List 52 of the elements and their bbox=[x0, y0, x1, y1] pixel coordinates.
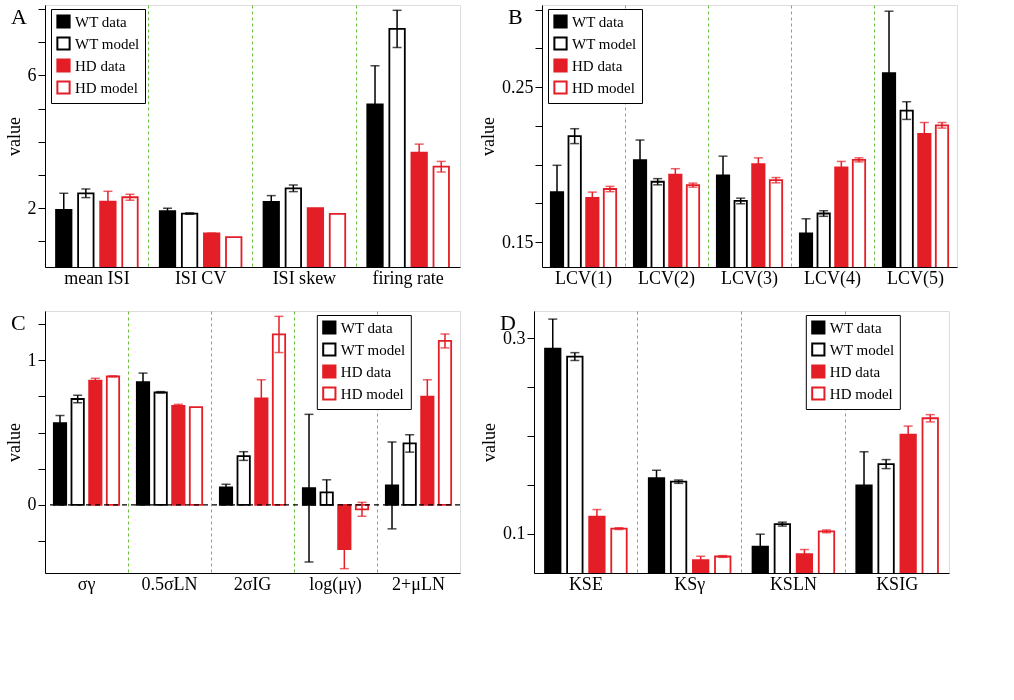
x-tick-label: LCV(5) bbox=[887, 267, 944, 289]
legend-label: WT data bbox=[340, 319, 393, 336]
x-tick-label: KSγ bbox=[674, 573, 706, 594]
legend-label: HD data bbox=[340, 363, 392, 380]
x-tick-label: KSE bbox=[568, 573, 603, 594]
x-tick-label: LCV(2) bbox=[638, 267, 695, 289]
x-tick-label: ISI skew bbox=[272, 267, 337, 288]
legend-label: WT data bbox=[75, 13, 128, 30]
y-tick-label: 0.25 bbox=[502, 76, 534, 97]
x-tick-label: LCV(3) bbox=[721, 267, 778, 289]
legend-label: HD data bbox=[829, 363, 881, 380]
legend-label: HD model bbox=[829, 385, 893, 402]
x-tick-label: ISI CV bbox=[174, 267, 227, 288]
x-tick-label: 0.5σLN bbox=[141, 573, 198, 594]
y-tick-label: 0.1 bbox=[503, 523, 526, 544]
y-axis-title: value bbox=[479, 423, 499, 462]
y-axis-title: value bbox=[478, 117, 498, 156]
bar bbox=[188, 406, 204, 506]
legend-label: WT model bbox=[572, 35, 637, 52]
y-tick-label: 6 bbox=[27, 64, 37, 85]
legend-label: HD model bbox=[572, 79, 635, 96]
bar bbox=[88, 379, 103, 506]
x-tick-label: KSIG bbox=[876, 573, 919, 594]
x-tick-label: LCV(1) bbox=[555, 267, 612, 289]
x-tick-label: LCV(4) bbox=[804, 267, 861, 289]
legend-label: HD data bbox=[75, 57, 126, 74]
x-tick-label: 2+μLN bbox=[392, 573, 445, 594]
legend-label: HD model bbox=[75, 79, 138, 96]
text: B bbox=[508, 4, 523, 29]
legend-label: WT data bbox=[829, 319, 882, 336]
y-tick-label: 0 bbox=[27, 494, 37, 515]
y-tick-label: 2 bbox=[27, 197, 37, 218]
x-tick-label: KSLN bbox=[769, 573, 817, 594]
legend-label: WT model bbox=[75, 35, 140, 52]
legend-label: WT model bbox=[829, 341, 895, 358]
y-tick-label: 0.15 bbox=[502, 231, 534, 252]
legend-label: HD data bbox=[572, 57, 623, 74]
legend-label: WT data bbox=[572, 13, 625, 30]
y-axis-title: value bbox=[3, 423, 24, 462]
bar bbox=[105, 375, 121, 506]
y-axis-title: value bbox=[3, 117, 24, 156]
x-tick-label: log(μγ) bbox=[309, 573, 362, 595]
y-tick-label: 1 bbox=[27, 349, 37, 370]
text: A bbox=[11, 4, 27, 29]
x-tick-label: mean ISI bbox=[64, 267, 130, 288]
bar bbox=[171, 404, 186, 506]
x-tick-label: σγ bbox=[77, 573, 96, 594]
legend-label: HD model bbox=[340, 385, 404, 402]
x-tick-label: firing rate bbox=[372, 267, 444, 288]
x-tick-label: 2σIG bbox=[233, 573, 272, 594]
legend-label: WT model bbox=[340, 341, 406, 358]
text: C bbox=[11, 310, 26, 335]
